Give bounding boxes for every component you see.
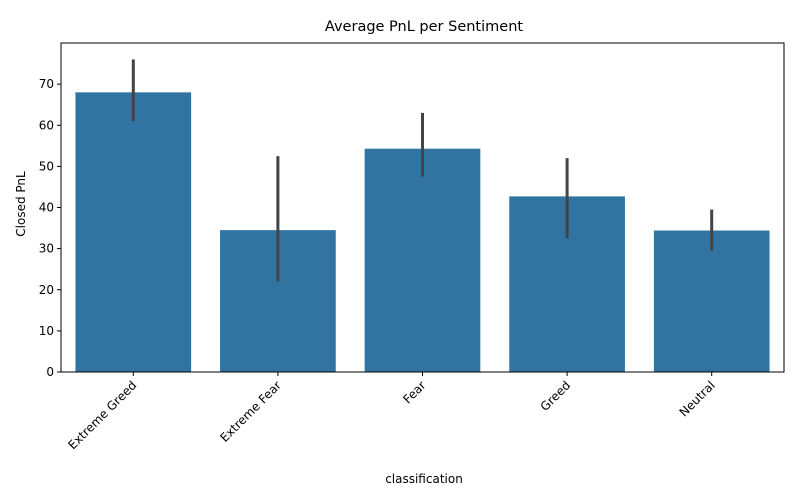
- bar-fear: [364, 148, 481, 372]
- x-tick-label: Greed: [538, 378, 574, 414]
- y-tick-label: 10: [39, 324, 54, 338]
- y-axis-label: Closed PnL: [14, 171, 28, 237]
- y-tick-label: 0: [46, 365, 54, 379]
- y-tick-label: 50: [39, 159, 54, 173]
- plot-frame: [60, 42, 785, 373]
- y-tick-label: 20: [39, 283, 54, 297]
- chart-title: Average PnL per Sentiment: [325, 19, 523, 35]
- y-tick-label: 40: [39, 201, 54, 215]
- x-axis: Extreme Greed Extreme Fear Fear Greed Neutra…: [65, 372, 718, 452]
- y-tick-label: 60: [39, 118, 54, 132]
- x-tick-label: Extreme Fear: [217, 378, 284, 445]
- y-tick-label: 30: [39, 242, 54, 256]
- x-tick-label: Fear: [400, 378, 428, 406]
- x-axis-label: classification: [385, 472, 463, 486]
- y-tick-label: 70: [39, 77, 54, 91]
- bar-neutral: [653, 230, 770, 372]
- x-tick-label: Extreme Greed: [65, 378, 139, 452]
- bar-extreme-greed: [75, 92, 192, 372]
- error-bars-layer: [131, 59, 714, 282]
- x-tick-label: Neutral: [677, 378, 718, 419]
- y-axis: 0 10 20 30 40 50 60 70: [39, 77, 61, 379]
